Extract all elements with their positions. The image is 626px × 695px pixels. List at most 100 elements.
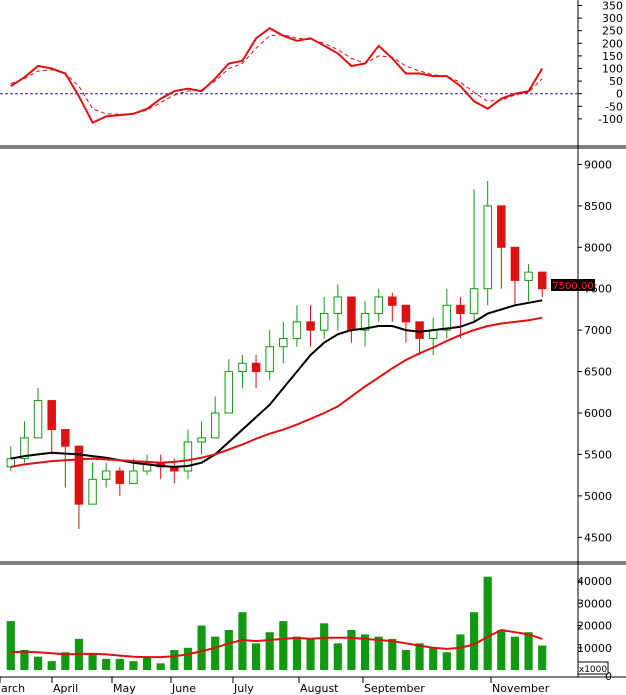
volume-bar — [279, 621, 288, 670]
month-label: September — [364, 682, 425, 695]
volume-bar — [442, 652, 451, 670]
volume-bar — [211, 636, 220, 670]
volume-panel: 40000 30000 20000 10000 0 — [6, 575, 612, 683]
price-tick-label: 6500 — [584, 366, 612, 379]
volume-bar — [456, 634, 465, 670]
candle-body — [347, 296, 356, 331]
volume-bar — [197, 625, 206, 670]
candle-body — [537, 271, 547, 290]
volume-bar — [129, 661, 138, 670]
month-label: May — [113, 682, 136, 695]
volume-bar — [401, 650, 411, 670]
candle-body — [129, 470, 138, 484]
price-tick-label: 7000 — [584, 324, 612, 337]
volume-tick-label: 0 — [605, 670, 612, 683]
volume-bar — [251, 643, 261, 670]
candle-body — [251, 362, 261, 373]
month-label: August — [300, 682, 339, 695]
volume-unit-badge: x1000 — [577, 661, 609, 675]
oscillator-tick-label: -50 — [605, 100, 623, 113]
candle-body — [115, 470, 125, 484]
volume-bar — [142, 656, 152, 670]
volume-bar — [265, 632, 274, 670]
volume-bar — [510, 636, 520, 670]
candle-body — [279, 337, 288, 348]
volume-bar — [6, 621, 15, 670]
volume-bar — [524, 632, 533, 670]
volume-bar — [483, 576, 492, 670]
moving-average-red — [10, 316, 543, 468]
month-label: July — [233, 682, 254, 695]
volume-bar — [61, 652, 70, 670]
candle-body — [238, 362, 247, 373]
price-tick-label: 8500 — [584, 200, 612, 213]
volume-bar — [360, 634, 370, 670]
candle-body — [456, 304, 465, 315]
oscillator-line — [10, 27, 544, 125]
volume-bar — [33, 656, 43, 670]
volume-bar — [47, 661, 56, 670]
candle-body — [265, 346, 274, 373]
volume-tick-label: 30000 — [577, 597, 612, 610]
volume-bar — [497, 630, 506, 670]
candle-body — [183, 441, 193, 472]
candle-body — [497, 205, 506, 248]
candle-body — [388, 296, 397, 306]
volume-bar — [156, 663, 165, 670]
month-label: April — [53, 682, 78, 695]
volume-bar — [469, 612, 479, 670]
volume-bar — [102, 658, 111, 670]
panel-frames — [0, 0, 626, 678]
price-tick-label: 6000 — [584, 407, 612, 420]
candle-body — [415, 321, 424, 339]
candle-body — [360, 313, 370, 331]
candle-body — [306, 321, 315, 331]
candle-body — [47, 400, 56, 431]
volume-bar — [538, 645, 547, 670]
volume-bar — [88, 654, 97, 670]
volume-bar — [374, 636, 383, 670]
moving-average-black — [10, 299, 543, 468]
volume-unit-label: x1000 — [579, 665, 608, 675]
volume-tick-label: 10000 — [577, 642, 612, 655]
candle-body — [524, 271, 533, 281]
candle-body — [197, 437, 206, 443]
price-tick-label: 8000 — [584, 241, 612, 254]
candle-body — [510, 246, 520, 281]
candle-body — [319, 313, 329, 331]
volume-tick-label: 40000 — [577, 575, 612, 588]
oscillator-tick-label: 250 — [602, 25, 623, 38]
last-price-badge: 7500.00 — [551, 279, 595, 292]
volume-bar — [388, 638, 397, 670]
volume-bar — [238, 612, 247, 670]
volume-bar — [170, 650, 179, 670]
month-label: June — [171, 682, 196, 695]
axis-labels: arch April May June July August September Novem… — [0, 677, 550, 695]
volume-bar — [347, 630, 356, 670]
volume-bar — [115, 658, 124, 670]
volume-bar — [292, 636, 302, 670]
candle-body — [74, 445, 84, 505]
candle-body — [483, 205, 492, 290]
volume-bar — [415, 643, 424, 670]
oscillator-tick-label: 200 — [602, 37, 623, 50]
candle-body — [61, 429, 70, 447]
oscillator-tick-label: 0 — [616, 88, 623, 101]
volume-moving-average — [10, 628, 543, 659]
candle-body — [292, 321, 302, 339]
last-price-label: 7500.00 — [552, 281, 593, 292]
candle-body — [333, 296, 343, 315]
candle-body — [224, 371, 234, 414]
volume-bar — [320, 623, 329, 670]
oscillator-tick-label: 350 — [602, 0, 623, 13]
candle-body — [442, 304, 452, 331]
oscillator-tick-label: 100 — [602, 63, 623, 76]
price-tick-label: 9000 — [584, 158, 612, 171]
price-tick-label: 5000 — [584, 490, 612, 503]
candle-body — [401, 304, 411, 323]
volume-bar — [224, 630, 233, 670]
volume-bar — [20, 650, 29, 670]
